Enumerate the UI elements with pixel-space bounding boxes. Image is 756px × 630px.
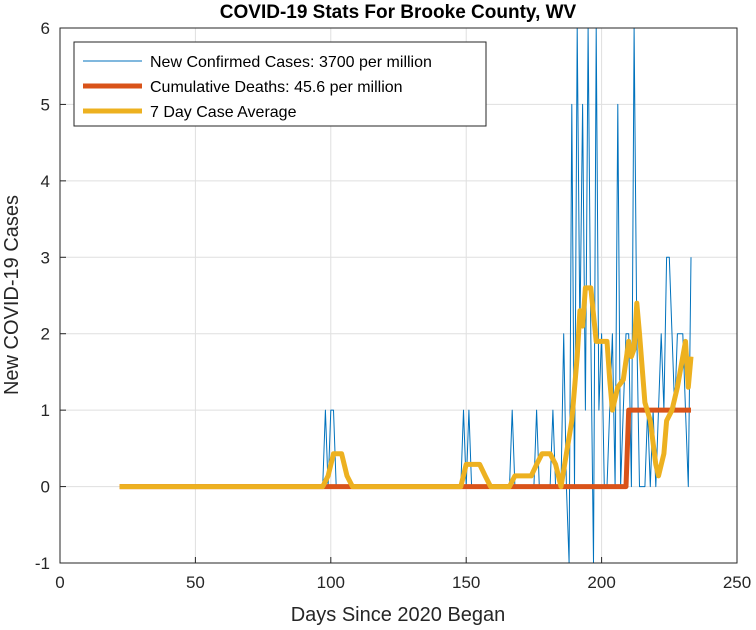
legend-label-new-cases: New Confirmed Cases: 3700 per million xyxy=(150,54,432,71)
series-line-seven-day-average xyxy=(119,285,694,490)
y-tick-label: 2 xyxy=(41,325,50,344)
x-tick-label: 50 xyxy=(186,573,205,592)
x-tick-label: 100 xyxy=(317,573,345,592)
y-axis-label: New COVID-19 Cases xyxy=(1,195,23,395)
x-tick-label: 250 xyxy=(723,573,751,592)
x-tick-label: 0 xyxy=(55,573,64,592)
chart-title: COVID-19 Stats For Brooke County, WV xyxy=(220,2,577,23)
x-tick-label: 200 xyxy=(587,573,615,592)
series-line-cumulative-deaths xyxy=(119,407,691,490)
legend-items: New Confirmed Cases: 3700 per million Cum… xyxy=(83,54,432,121)
series-layer xyxy=(119,28,694,563)
x-axis-label: Days Since 2020 Began xyxy=(291,604,506,626)
legend-label-cumulative-deaths: Cumulative Deaths: 45.6 per million xyxy=(150,79,403,96)
y-tick-label: 0 xyxy=(41,478,50,497)
x-axis-ticks: 0 50 100 150 200 250 xyxy=(55,557,751,592)
y-tick-label: 1 xyxy=(41,401,50,420)
y-tick-label: 5 xyxy=(41,95,50,114)
y-tick-label: 6 xyxy=(41,19,50,38)
y-tick-label: 3 xyxy=(41,248,50,267)
plot-frame xyxy=(59,27,738,564)
x-tick-label: 150 xyxy=(452,573,480,592)
legend-label-seven-day-average: 7 Day Case Average xyxy=(150,104,297,121)
legend: New Confirmed Cases: 3700 per million Cum… xyxy=(73,41,487,127)
y-axis-ticks: -1 0 1 2 3 4 5 6 xyxy=(35,19,66,573)
y-tick-label: -1 xyxy=(35,554,50,573)
legend-box xyxy=(73,41,487,127)
y-tick-label: 4 xyxy=(41,172,50,191)
